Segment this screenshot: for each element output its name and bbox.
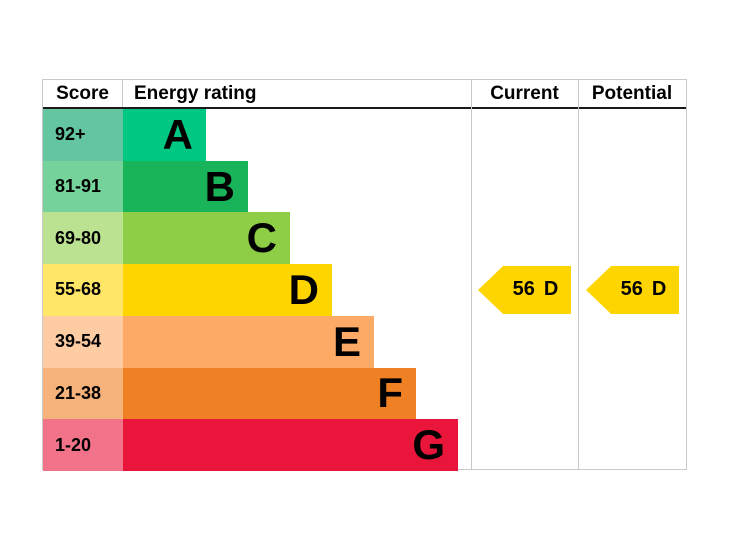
- band-bar: C: [123, 212, 290, 265]
- band-bar: E: [123, 315, 374, 368]
- band-rows: 92+ A 81-91 B 69-80 C 55-68 D 39-54 E 21…: [43, 109, 471, 471]
- band-bar: D: [123, 264, 332, 316]
- band-row: 21-38 F: [43, 367, 471, 420]
- band-bar: B: [123, 160, 248, 213]
- band-row: 92+ A: [43, 109, 471, 161]
- band-score-range: 21-38: [43, 367, 123, 420]
- band-row: 81-91 B: [43, 160, 471, 213]
- header-score: Score: [43, 80, 123, 107]
- band-score-range: 69-80: [43, 212, 123, 265]
- epc-rating-chart: Score Energy rating Current Potential 92…: [42, 79, 687, 471]
- header-potential: Potential: [591, 82, 673, 104]
- header-current: Current: [490, 82, 559, 104]
- potential-value: 56: [620, 278, 643, 301]
- current-band-letter: D: [543, 278, 559, 301]
- header-energy-rating: Energy rating: [134, 82, 257, 104]
- band-score-range: 92+: [43, 109, 123, 161]
- current-arrow: 56 D: [478, 265, 571, 314]
- band-row: 69-80 C: [43, 212, 471, 265]
- potential-column-divider: [578, 80, 579, 469]
- band-bar: A: [123, 109, 206, 161]
- band-bar: G: [123, 419, 458, 471]
- band-bar: F: [123, 367, 416, 420]
- band-row: 39-54 E: [43, 315, 471, 368]
- band-score-range: 1-20: [43, 419, 123, 471]
- band-row: 1-20 G: [43, 419, 471, 471]
- band-score-range: 81-91: [43, 160, 123, 213]
- potential-band-letter: D: [651, 278, 667, 301]
- current-column-divider: [471, 80, 472, 469]
- band-score-range: 39-54: [43, 315, 123, 368]
- band-score-range: 55-68: [43, 264, 123, 316]
- chart-header-row: Score Energy rating Current Potential: [43, 80, 686, 109]
- band-row: 55-68 D: [43, 264, 471, 316]
- potential-arrow: 56 D: [586, 265, 679, 314]
- current-value: 56: [512, 278, 535, 301]
